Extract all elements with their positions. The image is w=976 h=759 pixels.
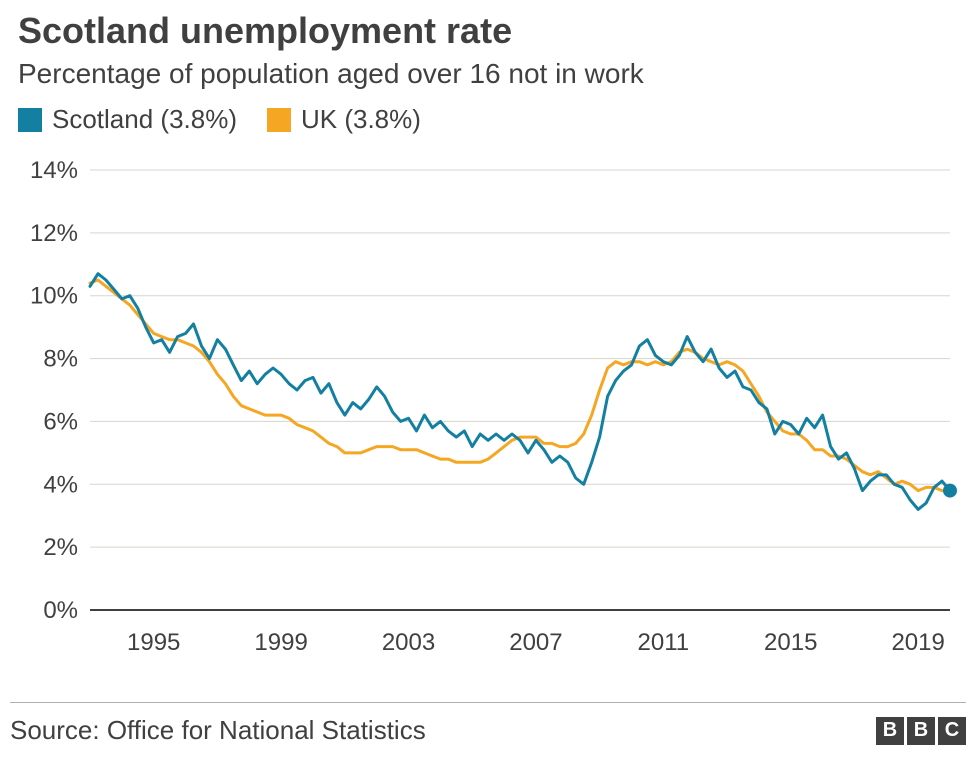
y-tick-label: 2% xyxy=(43,534,78,561)
y-tick-label: 10% xyxy=(30,283,78,310)
x-tick-label: 1995 xyxy=(127,629,180,656)
y-tick-label: 8% xyxy=(43,346,78,373)
y-tick-label: 14% xyxy=(30,157,78,184)
series-group xyxy=(90,274,957,510)
legend-item-uk: UK (3.8%) xyxy=(267,104,421,135)
legend-swatch-uk xyxy=(267,108,291,132)
gridlines xyxy=(90,170,950,610)
line-chart: 0% 2% 4% 6% 8% 10% 12% 14% 1995 1999 2003 2007 2011… xyxy=(0,150,976,690)
x-tick-label: 2015 xyxy=(764,629,817,656)
y-tick-label: 4% xyxy=(43,471,78,498)
y-tick-label: 12% xyxy=(30,220,78,247)
source-text: Source: Office for National Statistics xyxy=(10,715,426,746)
y-axis-ticks: 0% 2% 4% 6% 8% 10% 12% 14% xyxy=(30,157,78,624)
y-tick-label: 0% xyxy=(43,597,78,624)
series-line-scotland xyxy=(90,274,950,510)
legend-label-uk: UK (3.8%) xyxy=(301,104,421,135)
x-tick-label: 1999 xyxy=(254,629,307,656)
series-end-marker-scotland xyxy=(943,484,957,498)
legend: Scotland (3.8%) UK (3.8%) xyxy=(18,104,441,135)
chart-title: Scotland unemployment rate xyxy=(18,10,512,52)
legend-label-scotland: Scotland (3.8%) xyxy=(52,104,237,135)
series-line-uk xyxy=(90,280,950,491)
bbc-logo-b2: B xyxy=(907,717,935,745)
legend-swatch-scotland xyxy=(18,108,42,132)
y-tick-label: 6% xyxy=(43,408,78,435)
bbc-logo: B B C xyxy=(876,717,966,745)
chart-subtitle: Percentage of population aged over 16 no… xyxy=(18,58,644,90)
x-tick-label: 2011 xyxy=(638,629,690,656)
x-tick-label: 2007 xyxy=(509,629,562,656)
bbc-logo-c: C xyxy=(938,717,966,745)
x-tick-label: 2019 xyxy=(891,629,944,656)
legend-item-scotland: Scotland (3.8%) xyxy=(18,104,237,135)
footer: Source: Office for National Statistics B… xyxy=(10,702,966,752)
x-tick-label: 2003 xyxy=(382,629,435,656)
chart-card: Scotland unemployment rate Percentage of… xyxy=(0,0,976,759)
bbc-logo-b1: B xyxy=(876,717,904,745)
x-axis-ticks: 1995 1999 2003 2007 2011 2015 2019 xyxy=(127,629,945,656)
